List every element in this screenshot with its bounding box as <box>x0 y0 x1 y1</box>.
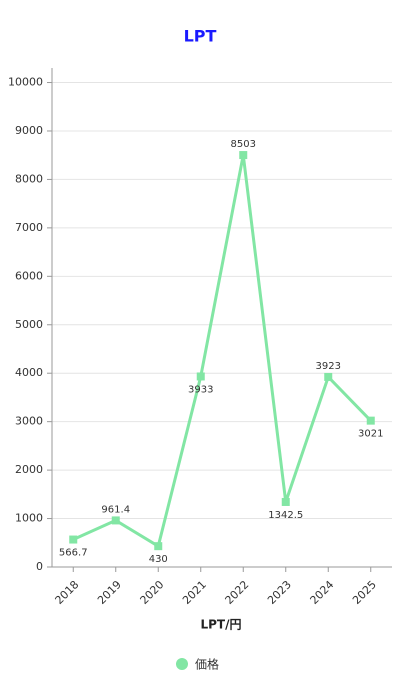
x-axis-title: LPT/円 <box>200 618 241 632</box>
data-label: 961.4 <box>101 504 130 515</box>
y-tick-label: 0 <box>36 560 43 573</box>
y-tick-label: 7000 <box>15 221 43 234</box>
legend-label: 価格 <box>195 657 219 672</box>
y-tick-label: 9000 <box>15 124 43 137</box>
data-label: 430 <box>149 554 168 565</box>
point <box>154 542 163 551</box>
x-tick-label: 2024 <box>308 578 337 607</box>
x-tick-label: 2021 <box>180 578 209 607</box>
y-tick-label: 1000 <box>15 512 43 525</box>
data-label: 8503 <box>231 139 256 150</box>
data-label: 1342.5 <box>268 510 303 521</box>
data-label: 3923 <box>316 361 341 372</box>
data-label: 566.7 <box>59 548 88 559</box>
point <box>111 516 120 525</box>
x-tick-label: 2020 <box>138 578 167 607</box>
line <box>72 153 372 548</box>
x-tick-label: 2023 <box>265 578 294 607</box>
x-tick-label: 2025 <box>350 578 379 607</box>
x-tick-label: 2022 <box>223 578 252 607</box>
point <box>69 535 78 544</box>
legend-marker <box>176 658 188 670</box>
y-tick-label: 6000 <box>15 269 43 282</box>
chart-title: LPT <box>184 27 217 46</box>
y-tick-label: 2000 <box>15 463 43 476</box>
data-label: 3021 <box>358 429 383 440</box>
data-label: 3933 <box>188 384 213 395</box>
y-tick-label: 4000 <box>15 366 43 379</box>
y-tick-label: 3000 <box>15 415 43 428</box>
y-tick-label: 8000 <box>15 172 43 185</box>
point <box>281 497 290 506</box>
point <box>324 372 333 381</box>
point <box>196 372 205 381</box>
y-tick-label: 10000 <box>8 76 43 89</box>
y-tick-label: 5000 <box>15 318 43 331</box>
point <box>239 151 248 160</box>
x-tick-label: 2019 <box>95 578 124 607</box>
x-tick-label: 2018 <box>53 578 82 607</box>
point <box>366 416 375 425</box>
